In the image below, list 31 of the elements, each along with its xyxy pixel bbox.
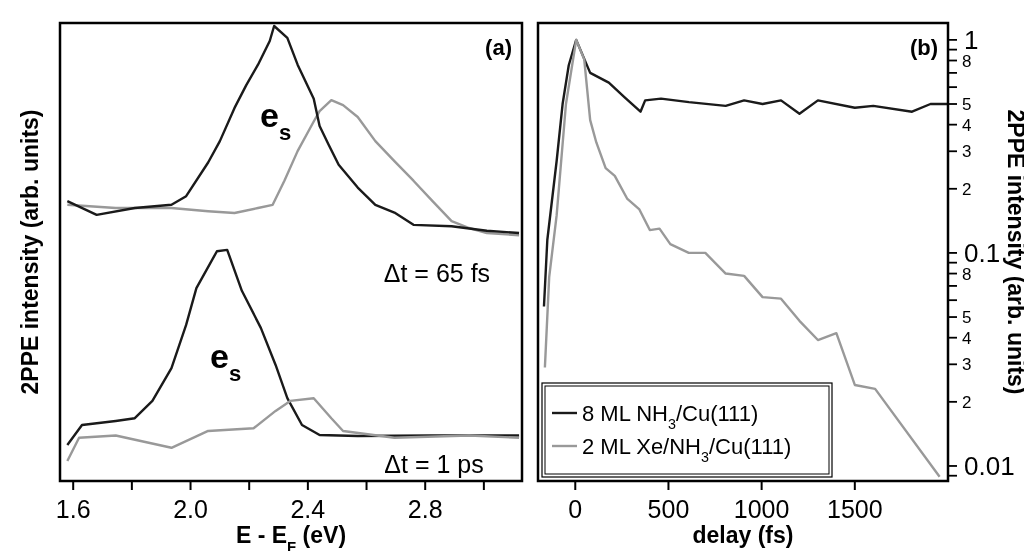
line-series xyxy=(542,38,948,308)
text: 5 xyxy=(962,95,972,114)
annotation: (b) xyxy=(909,35,938,60)
text: 2 xyxy=(962,179,972,199)
text: 4 xyxy=(962,328,972,348)
x-axis-title: E - E$_{F}$ (eV) xyxy=(235,522,347,555)
annotation: (a) xyxy=(485,35,512,60)
annotation: e$_{s}$ xyxy=(210,337,242,386)
x-tick-label: 1500 xyxy=(827,495,883,523)
text: 2 xyxy=(962,392,972,412)
x-tick-label: 2.4 xyxy=(290,495,326,523)
annotation: Δt = 65 fs xyxy=(383,258,491,287)
annotation: Δt = 1 ps xyxy=(384,449,484,478)
text: 5 xyxy=(962,308,972,328)
y-axis-title: 2PPE intensity (arb. units) xyxy=(17,109,43,395)
x-tick-label: 1.6 xyxy=(55,495,91,523)
text: 3 xyxy=(962,355,972,375)
text: 3 xyxy=(962,142,972,162)
legend-label: 2 ML Xe/NH$_{3}$/Cu(111) xyxy=(582,434,792,465)
line-series xyxy=(543,38,941,478)
y2-tick-label: 0.01 xyxy=(964,450,1015,481)
x-tick-label: 0 xyxy=(568,495,583,523)
legend-label: 8 ML NH$_{3}$/Cu(111) xyxy=(582,401,759,432)
text: 4 xyxy=(962,115,972,135)
x-tick-label: 500 xyxy=(647,495,690,523)
y2-axis-title: 2PPE intensity (arb. units) xyxy=(1003,109,1029,395)
x-tick-label: 1000 xyxy=(733,495,790,523)
x-tick-label: 2.0 xyxy=(173,495,208,523)
x-axis-title: delay (fs) xyxy=(692,522,794,548)
annotation: e$_{s}$ xyxy=(259,96,292,145)
x-tick-label: 2.8 xyxy=(407,495,443,523)
